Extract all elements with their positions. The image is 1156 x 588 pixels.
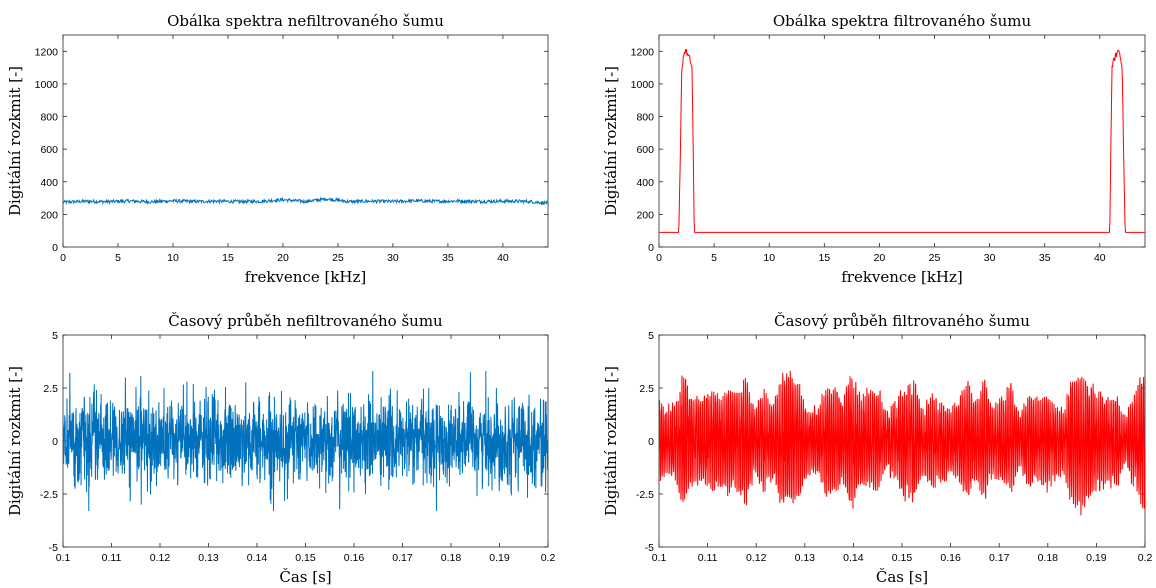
series-line — [659, 49, 1145, 233]
x-tick-label: 35 — [1039, 252, 1051, 264]
x-tick-label: 15 — [818, 252, 830, 264]
y-tick-label: 1200 — [35, 46, 59, 58]
y-tick-label: 1000 — [631, 79, 655, 91]
y-axis-label: Digitální rozkmit [-] — [602, 366, 620, 516]
x-tick-label: 0.2 — [541, 552, 556, 564]
x-tick-label: 0.19 — [1086, 552, 1107, 564]
x-tick-label: 40 — [1094, 252, 1106, 264]
y-tick-label: 2.5 — [639, 383, 654, 395]
y-tick-label: 0 — [648, 242, 654, 254]
chart-title: Obálka spektra nefiltrovaného šumu — [167, 12, 444, 30]
x-tick-label: 0.2 — [1138, 552, 1153, 564]
chart-title: Časový průběh filtrovaného šumu — [774, 312, 1030, 330]
x-tick-label: 10 — [167, 252, 179, 264]
x-tick-label: 5 — [115, 252, 121, 264]
chart-4: Časový průběh filtrovaného šumu Čas [s] Di… — [602, 312, 1152, 586]
x-tick-label: 0.18 — [1038, 552, 1059, 564]
y-tick-label: 600 — [40, 144, 58, 156]
axes-box — [62, 34, 549, 248]
x-tick-label: 0.15 — [295, 552, 316, 564]
y-tick-label: 5 — [648, 330, 654, 342]
x-tick-label: 0.18 — [441, 552, 462, 564]
y-tick-label: 400 — [636, 177, 654, 189]
chart-1: Obálka spektra nefiltrovaného šumu frekve… — [6, 12, 549, 286]
x-tick-label: 0.17 — [392, 552, 413, 564]
x-tick-label: 20 — [277, 252, 289, 264]
y-tick-label: -5 — [645, 542, 654, 554]
y-tick-label: 1000 — [35, 79, 59, 91]
y-tick-label: -5 — [49, 542, 58, 554]
x-tick-label: 0.14 — [247, 552, 268, 564]
x-tick-label: 30 — [984, 252, 996, 264]
y-tick-label: 0 — [52, 436, 58, 448]
x-tick-label: 0.19 — [489, 552, 510, 564]
x-tick-label: 0.16 — [344, 552, 365, 564]
x-axis-label: frekvence [kHz] — [841, 268, 963, 286]
y-tick-label: -2.5 — [40, 489, 58, 501]
x-tick-label: 10 — [763, 252, 775, 264]
y-axis-label: Digitální rozkmit [-] — [6, 66, 24, 216]
y-tick-label: 2.5 — [43, 383, 58, 395]
x-tick-label: 0 — [656, 252, 662, 264]
y-tick-label: 1200 — [631, 46, 655, 58]
x-tick-label: 20 — [874, 252, 886, 264]
y-tick-label: 800 — [636, 112, 654, 124]
x-tick-label: 0.16 — [940, 552, 961, 564]
x-tick-label: 15 — [222, 252, 234, 264]
y-tick-label: 0 — [52, 242, 58, 254]
x-tick-label: 0.17 — [989, 552, 1010, 564]
chart-3: Časový průběh nefiltrovaného šumu Čas [s]… — [6, 312, 555, 586]
chart-2: Obálka spektra filtrovaného šumu frekvenc… — [602, 12, 1146, 286]
y-tick-label: 400 — [40, 177, 58, 189]
x-tick-label: 0.11 — [698, 552, 718, 564]
x-tick-label: 25 — [929, 252, 941, 264]
axes-box — [658, 34, 1146, 248]
y-tick-label: 600 — [636, 144, 654, 156]
y-tick-label: 5 — [52, 330, 58, 342]
x-tick-label: 0 — [60, 252, 66, 264]
y-tick-label: 200 — [40, 209, 58, 221]
y-tick-label: 200 — [636, 209, 654, 221]
chart-title: Časový průběh nefiltrovaného šumu — [168, 312, 443, 330]
y-axis-label: Digitální rozkmit [-] — [602, 66, 620, 216]
x-tick-label: 5 — [711, 252, 717, 264]
x-tick-label: 40 — [497, 252, 509, 264]
series-line — [659, 370, 1145, 516]
x-tick-label: 30 — [387, 252, 399, 264]
x-tick-label: 35 — [442, 252, 454, 264]
x-tick-label: 0.13 — [795, 552, 816, 564]
x-tick-label: 0.13 — [198, 552, 219, 564]
x-axis-label: frekvence [kHz] — [245, 268, 367, 286]
x-tick-label: 0.12 — [150, 552, 171, 564]
x-tick-label: 25 — [332, 252, 344, 264]
x-axis-label: Čas [s] — [279, 568, 331, 586]
x-axis-label: Čas [s] — [876, 568, 928, 586]
y-tick-label: -2.5 — [636, 489, 654, 501]
series-line — [63, 196, 548, 206]
series-line — [63, 371, 548, 511]
y-tick-label: 0 — [648, 436, 654, 448]
y-axis-label: Digitální rozkmit [-] — [6, 366, 24, 516]
chart-title: Obálka spektra filtrovaného šumu — [773, 12, 1032, 30]
x-tick-label: 0.11 — [102, 552, 122, 564]
x-tick-label: 0.1 — [652, 552, 667, 564]
x-tick-label: 0.14 — [843, 552, 864, 564]
x-tick-label: 0.12 — [746, 552, 767, 564]
x-tick-label: 0.15 — [892, 552, 913, 564]
y-tick-label: 800 — [40, 112, 58, 124]
x-tick-label: 0.1 — [56, 552, 71, 564]
